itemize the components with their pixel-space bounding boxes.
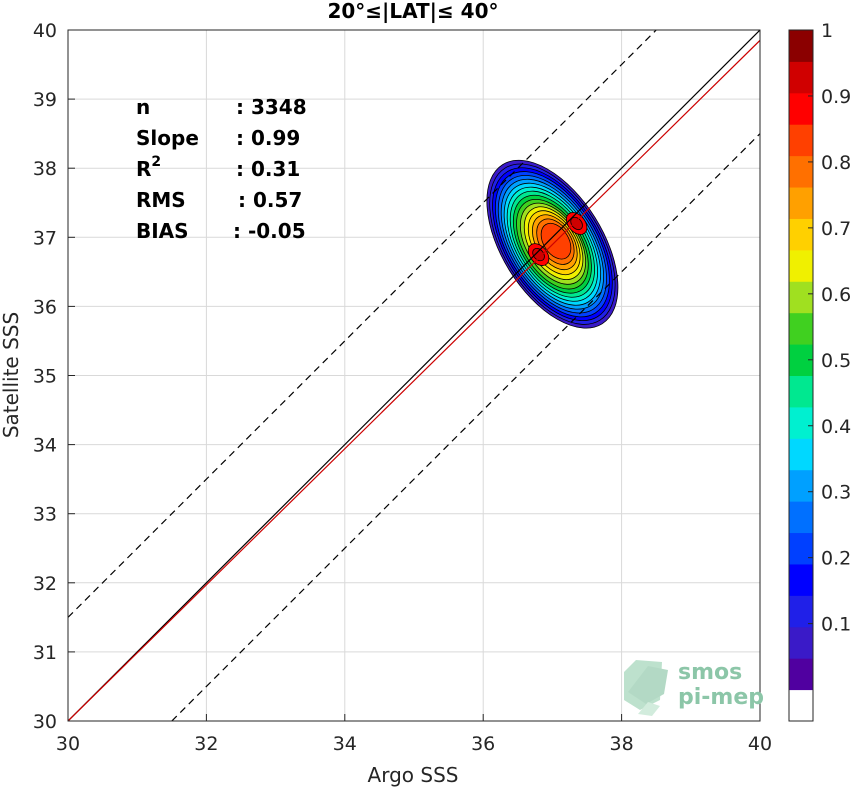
x-tick-label: 40 xyxy=(748,733,772,755)
y-tick-label: 37 xyxy=(33,227,57,249)
y-tick-label: 33 xyxy=(33,504,57,526)
regression-line xyxy=(68,39,760,721)
y-tick-label: 32 xyxy=(33,573,57,595)
colorbar-segment xyxy=(789,155,813,188)
stat-value: : -0.05 xyxy=(233,219,306,243)
colorbar: 0.1 0.2 0.3 0.4 0.5 0.6 0.7 0.8 0.9 1 xyxy=(788,20,851,722)
stat-label: RMS xyxy=(136,188,186,212)
logo-line1: smos xyxy=(678,660,742,685)
colorbar-segment xyxy=(789,595,813,628)
y-tick-label: 31 xyxy=(33,642,57,664)
chart-title: 20°≤|LAT|≤ 40° xyxy=(327,0,498,23)
stat-label: n xyxy=(136,95,150,119)
grid xyxy=(67,29,761,722)
stat-value: : 3348 xyxy=(236,95,307,119)
colorbar-frame xyxy=(788,29,814,722)
logo: smos pi-mep xyxy=(624,660,764,716)
colorbar-segment xyxy=(789,658,813,691)
colorbar-segment xyxy=(789,532,813,565)
identity-line xyxy=(68,30,760,721)
y-tick-label: 36 xyxy=(33,296,57,318)
x-tick-label: 32 xyxy=(194,733,218,755)
axis-ticks: 30 32 34 36 38 40 30 31 32 33 34 35 36 37 38 39 40 xyxy=(33,20,772,755)
colorbar-segment xyxy=(789,375,813,408)
colorbar-tick-label: 0.6 xyxy=(821,284,851,306)
colorbar-segment xyxy=(789,406,813,439)
y-tick-label: 39 xyxy=(33,89,57,111)
colorbar-tick-label: 0.7 xyxy=(821,218,851,240)
colorbar-segment xyxy=(789,501,813,534)
colorbar-segment xyxy=(789,438,813,471)
x-tick-label: 34 xyxy=(333,733,357,755)
colorbar-segment xyxy=(789,187,813,219)
colorbar-segment xyxy=(789,30,813,62)
stat-superscript: 2 xyxy=(151,154,161,170)
colorbar-segment xyxy=(789,312,813,345)
y-tick-label: 38 xyxy=(33,158,57,180)
colorbar-tick-label: 0.5 xyxy=(821,350,851,372)
colorbar-segment xyxy=(789,92,813,125)
colorbar-segment xyxy=(789,124,813,157)
colorbar-segment xyxy=(789,563,813,596)
colorbar-tick-label: 0.9 xyxy=(821,86,851,108)
y-tick-label: 34 xyxy=(33,435,57,457)
stat-value: : 0.99 xyxy=(236,126,300,150)
y-tick-label: 40 xyxy=(33,20,57,42)
x-tick-label: 38 xyxy=(610,733,634,755)
colorbar-segment xyxy=(789,249,813,282)
colorbar-tick-label: 0.2 xyxy=(821,548,851,570)
x-tick-label: 36 xyxy=(471,733,495,755)
colorbar-tick-label: 0.3 xyxy=(821,482,851,504)
stat-value: : 0.31 xyxy=(236,157,300,181)
colorbar-segment xyxy=(789,469,813,502)
colorbar-segment xyxy=(789,281,813,314)
y-tick-label: 35 xyxy=(33,366,57,388)
y-axis-label: Satellite SSS xyxy=(0,312,23,438)
colorbar-tick-label: 0.4 xyxy=(821,416,851,438)
stat-label: BIAS xyxy=(136,219,189,243)
bound-line xyxy=(171,133,760,721)
colorbar-tick-label: 1 xyxy=(821,20,833,42)
y-tick-label: 30 xyxy=(33,711,57,733)
reference-lines xyxy=(68,30,760,721)
x-tick-label: 30 xyxy=(56,733,80,755)
colorbar-segment xyxy=(789,218,813,251)
logo-mark-icon xyxy=(624,660,668,716)
colorbar-tick-label: 0.1 xyxy=(821,614,851,636)
colorbar-segment xyxy=(789,689,813,722)
density-contour xyxy=(532,247,545,262)
stat-label: Slope xyxy=(136,126,199,150)
colorbar-segment xyxy=(789,61,813,94)
stat-value: : 0.57 xyxy=(238,188,302,212)
colorbar-segment xyxy=(789,626,813,659)
bound-line xyxy=(68,30,657,618)
colorbar-tick-label: 0.8 xyxy=(821,152,851,174)
x-axis-label: Argo SSS xyxy=(368,763,459,787)
logo-line2: pi-mep xyxy=(678,685,764,710)
